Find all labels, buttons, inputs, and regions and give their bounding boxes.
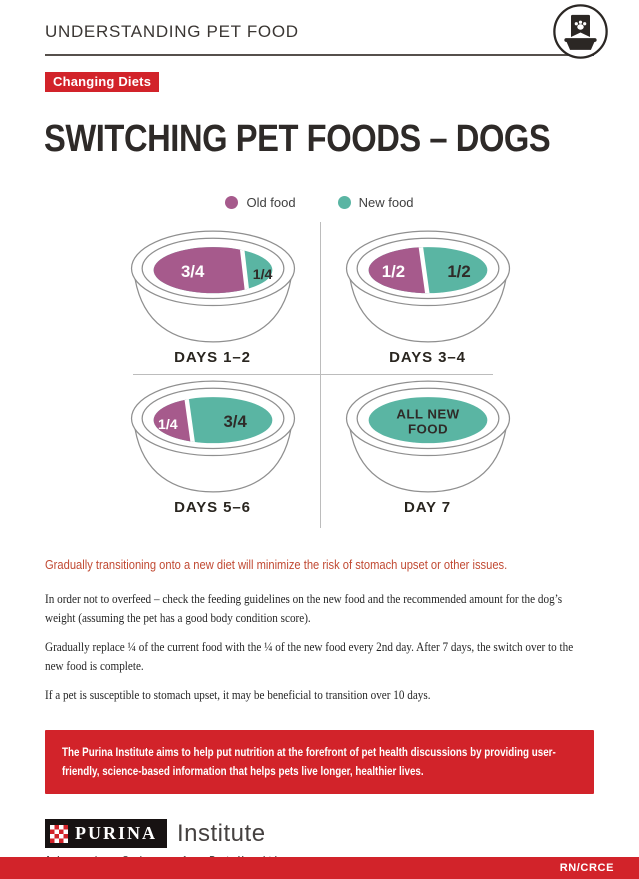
header-divider <box>45 54 594 56</box>
bowl-label: DAYS 1–2 <box>174 349 251 366</box>
callout-box: The Purina Institute aims to help put nu… <box>45 730 594 795</box>
bowl-label: DAYS 5–6 <box>174 499 251 516</box>
body-paragraph: In order not to overfeed – check the fee… <box>45 590 594 628</box>
fraction-old: 1/2 <box>381 262 404 281</box>
body-paragraph: Gradually replace ¼ of the current food … <box>45 638 594 676</box>
paragraph-text: Gradually replace ¼ of the current food … <box>45 640 574 674</box>
fraction-old: 3/4 <box>180 262 204 281</box>
grid-divider-vertical <box>320 222 321 528</box>
bowl-day-7: ALL NEW FOOD DAY 7 <box>320 374 535 524</box>
footer-bar: RN/CRCE <box>0 857 639 879</box>
bowl-icon: ALL NEW FOOD <box>345 380 510 493</box>
new-food-dot <box>337 196 351 209</box>
bowl-days-5-6: 1/4 3/4 DAYS 5–6 <box>105 374 320 524</box>
highlight-text: Gradually transitioning onto a new diet … <box>45 558 508 572</box>
old-food-dot <box>225 196 239 209</box>
brand-name: PURINA <box>75 823 157 844</box>
paragraph-text: In order not to overfeed – check the fee… <box>45 592 563 626</box>
bowl-days-1-2: 3/4 1/4 DAYS 1–2 <box>105 224 320 374</box>
page-title: SWITCHING PET FOODS – DOGS <box>44 118 551 160</box>
fraction-new: 1/2 <box>447 262 470 281</box>
brand-suffix: Institute <box>177 819 266 847</box>
bowl-label: DAY 7 <box>403 499 452 516</box>
purina-checkerboard-icon <box>50 824 68 843</box>
grid-divider-horizontal <box>133 374 493 375</box>
bowl-icon: 1/2 1/2 <box>345 230 510 343</box>
legend: Old food New food <box>0 195 639 210</box>
bowl-icon: 1/4 3/4 <box>130 380 295 493</box>
page-header: UNDERSTANDING PET FOOD <box>45 22 299 41</box>
legend-item-old-food: Old food <box>225 195 296 210</box>
legend-label-old: Old food <box>246 195 296 210</box>
legend-item-new-food: New food <box>337 195 414 210</box>
section-badge: Changing Diets <box>45 72 160 92</box>
callout-text: The Purina Institute aims to help put nu… <box>62 746 556 779</box>
bowl-icon: 3/4 1/4 <box>130 230 295 343</box>
paragraph-text: If a pet is susceptible to stomach upset… <box>45 688 431 703</box>
all-new-food-label-line2: FOOD <box>407 421 447 436</box>
fraction-new: 1/4 <box>252 267 272 283</box>
fraction-old: 1/4 <box>157 417 177 433</box>
fraction-new: 3/4 <box>223 412 247 431</box>
pet-food-bag-bowl-icon <box>552 3 609 60</box>
bowl-days-3-4: 1/2 1/2 DAYS 3–4 <box>320 224 535 374</box>
all-new-food-label-line1: ALL NEW <box>396 406 459 421</box>
purina-logo-box: PURINA <box>45 819 167 849</box>
body-paragraph: If a pet is susceptible to stomach upset… <box>45 686 594 705</box>
bowl-label: DAYS 3–4 <box>389 349 466 366</box>
bowl-diagram: 3/4 1/4 DAYS 1–2 1/2 1/2 DAYS 3–4 <box>105 222 535 528</box>
highlight-sentence: Gradually transitioning onto a new diet … <box>45 558 594 572</box>
document-code: RN/CRCE <box>559 862 614 874</box>
legend-label-new: New food <box>358 195 414 210</box>
